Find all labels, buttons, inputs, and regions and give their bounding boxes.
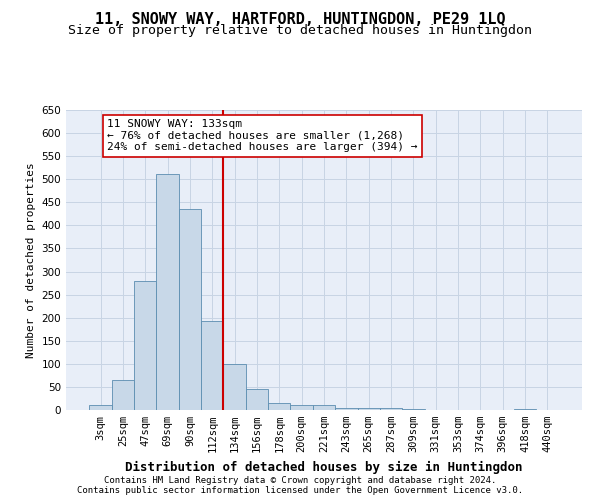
Bar: [268, 403, 290, 410]
Text: 11, SNOWY WAY, HARTFORD, HUNTINGDON, PE29 1LQ: 11, SNOWY WAY, HARTFORD, HUNTINGDON, PE2…: [95, 12, 505, 28]
Text: Contains HM Land Registry data © Crown copyright and database right 2024.: Contains HM Land Registry data © Crown c…: [104, 476, 496, 485]
Bar: [201, 322, 223, 410]
Y-axis label: Number of detached properties: Number of detached properties: [26, 162, 36, 358]
Bar: [514, 408, 536, 410]
Bar: [157, 174, 179, 410]
Bar: [246, 389, 268, 410]
Bar: [134, 281, 157, 410]
Text: Size of property relative to detached houses in Huntingdon: Size of property relative to detached ho…: [68, 24, 532, 37]
Bar: [179, 209, 201, 410]
Bar: [223, 364, 246, 410]
Bar: [380, 408, 402, 410]
Bar: [402, 408, 425, 410]
Text: Contains public sector information licensed under the Open Government Licence v3: Contains public sector information licen…: [77, 486, 523, 495]
Bar: [290, 406, 313, 410]
Bar: [358, 408, 380, 410]
Bar: [112, 380, 134, 410]
Bar: [89, 406, 112, 410]
X-axis label: Distribution of detached houses by size in Huntingdon: Distribution of detached houses by size …: [125, 460, 523, 474]
Text: 11 SNOWY WAY: 133sqm
← 76% of detached houses are smaller (1,268)
24% of semi-de: 11 SNOWY WAY: 133sqm ← 76% of detached h…: [107, 119, 418, 152]
Bar: [313, 406, 335, 410]
Bar: [335, 408, 358, 410]
